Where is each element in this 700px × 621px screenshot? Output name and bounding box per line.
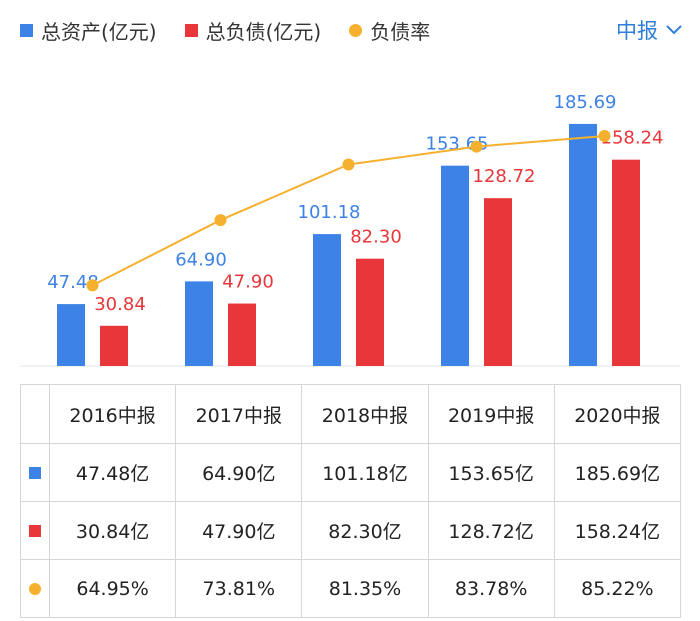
assets-swatch-icon xyxy=(20,23,33,37)
assets-bar xyxy=(185,281,213,366)
liabilities-square-icon xyxy=(29,525,41,537)
chart-legend: 总资产(亿元) 总负债(亿元) 负债率 xyxy=(20,12,458,48)
liabilities-data-label: 82.30 xyxy=(350,227,402,248)
assets-data-label: 185.69 xyxy=(554,92,617,113)
table-cell: 83.78% xyxy=(427,559,555,618)
table-cell: 64.90亿 xyxy=(175,443,303,502)
legend-item-liabilities[interactable]: 总负债(亿元) xyxy=(184,16,322,45)
liabilities-data-label: 47.90 xyxy=(222,272,274,293)
table-cell: 47.48亿 xyxy=(48,443,177,502)
table-header-cell: 2016中报 xyxy=(48,384,177,444)
table-header-cell: 2017中报 xyxy=(175,384,303,444)
ratio-point xyxy=(214,214,227,227)
table-cell: 82.30亿 xyxy=(301,501,429,560)
table-cell: 128.72亿 xyxy=(427,501,555,560)
liabilities-row-icon-cell xyxy=(20,501,50,560)
legend-item-assets[interactable]: 总资产(亿元) xyxy=(20,16,157,45)
table-cell: 73.81% xyxy=(175,559,303,618)
ratio-point xyxy=(598,130,611,142)
chevron-down-icon xyxy=(666,25,682,35)
ratio-row-icon-cell xyxy=(20,559,50,618)
assets-bar xyxy=(57,304,85,366)
liabilities-bar xyxy=(612,159,640,366)
legend-ratio-label: 负债率 xyxy=(370,19,431,44)
assets-square-icon xyxy=(29,467,41,479)
ratio-swatch-icon xyxy=(349,23,363,37)
legend-assets-label: 总资产(亿元) xyxy=(41,19,157,44)
assets-bar xyxy=(569,123,597,367)
assets-data-label: 101.18 xyxy=(298,202,361,223)
table-header-row: 2016中报 2017中报 2018中报 2019中报 2020中报 xyxy=(20,384,682,444)
table-cell: 47.90亿 xyxy=(175,501,303,560)
ratio-point xyxy=(470,140,483,153)
period-dropdown[interactable]: 中报 xyxy=(616,12,682,48)
liabilities-data-label: 30.84 xyxy=(94,294,146,315)
table-cell: 185.69亿 xyxy=(553,443,682,502)
liabilities-swatch-icon xyxy=(184,23,198,37)
assets-data-label: 64.90 xyxy=(175,249,227,270)
liabilities-bar xyxy=(484,198,512,366)
assets-bar xyxy=(441,165,469,366)
ratio-point xyxy=(342,158,355,171)
liabilities-data-label: 158.24 xyxy=(601,128,664,149)
liabilities-bar xyxy=(356,258,384,366)
table-cell: 64.95% xyxy=(48,559,177,618)
table-header-cell: 2018中报 xyxy=(301,384,429,444)
table-row-ratio: 64.95% 73.81% 81.35% 83.78% 85.22% xyxy=(20,559,682,618)
table-cell: 81.35% xyxy=(301,559,429,618)
assets-bar xyxy=(313,234,341,366)
table-cell: 101.18亿 xyxy=(301,443,429,502)
ratio-point xyxy=(86,279,99,292)
table-cell: 85.22% xyxy=(553,559,682,618)
table-header-cell: 2019中报 xyxy=(427,384,555,444)
liabilities-bar xyxy=(228,303,256,366)
ratio-dot-icon xyxy=(29,583,41,595)
assets-data-label: 47.48 xyxy=(47,272,99,293)
table-row-assets: 47.48亿 64.90亿 101.18亿 153.65亿 185.69亿 xyxy=(20,443,682,502)
legend-liabilities-label: 总负债(亿元) xyxy=(205,19,322,44)
table-header-cell: 2020中报 xyxy=(553,384,682,444)
table-row-liabilities: 30.84亿 47.90亿 82.30亿 128.72亿 158.24亿 xyxy=(20,501,682,560)
liabilities-data-label: 128.72 xyxy=(473,166,536,187)
table-corner-cell xyxy=(20,384,50,444)
liabilities-bar xyxy=(100,325,128,366)
bar-line-chart: 47.4830.8464.9047.90101.1882.30153.65128… xyxy=(20,92,680,367)
assets-row-icon-cell xyxy=(20,443,50,502)
table-cell: 153.65亿 xyxy=(427,443,555,502)
legend-item-ratio[interactable]: 负债率 xyxy=(349,16,430,45)
period-dropdown-value: 中报 xyxy=(616,19,658,43)
table-cell: 30.84亿 xyxy=(48,501,177,560)
table-cell: 158.24亿 xyxy=(553,501,682,560)
data-table: 2016中报 2017中报 2018中报 2019中报 2020中报 47.48… xyxy=(20,384,682,618)
